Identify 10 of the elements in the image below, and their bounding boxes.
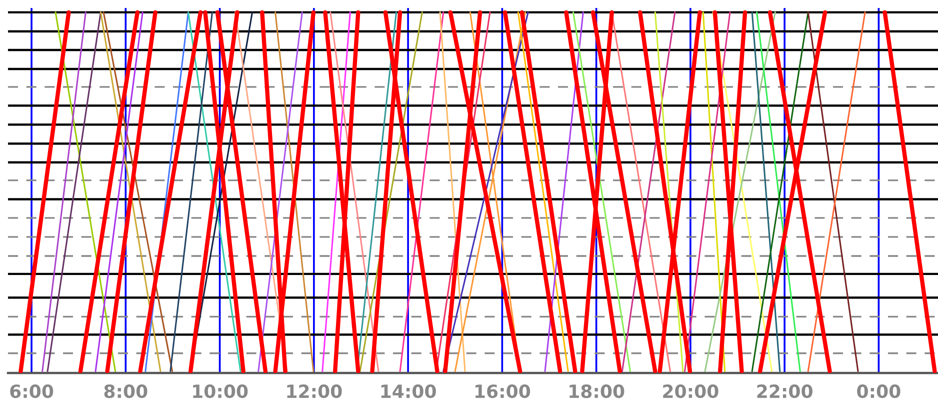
x-tick-label: 10:00 — [193, 384, 248, 398]
x-tick-label: 8:00 — [104, 384, 148, 398]
x-tick-label: 22:00 — [757, 384, 812, 398]
x-tick-label: 14:00 — [381, 384, 436, 398]
x-tick-label: 0:00 — [857, 384, 900, 398]
x-tick-label: 6:00 — [10, 384, 54, 398]
x-tick-label: 20:00 — [663, 384, 718, 398]
x-tick-label: 18:00 — [570, 384, 624, 398]
x-tick-label: 16:00 — [475, 384, 530, 398]
x-tick-label: 12:00 — [287, 384, 342, 398]
